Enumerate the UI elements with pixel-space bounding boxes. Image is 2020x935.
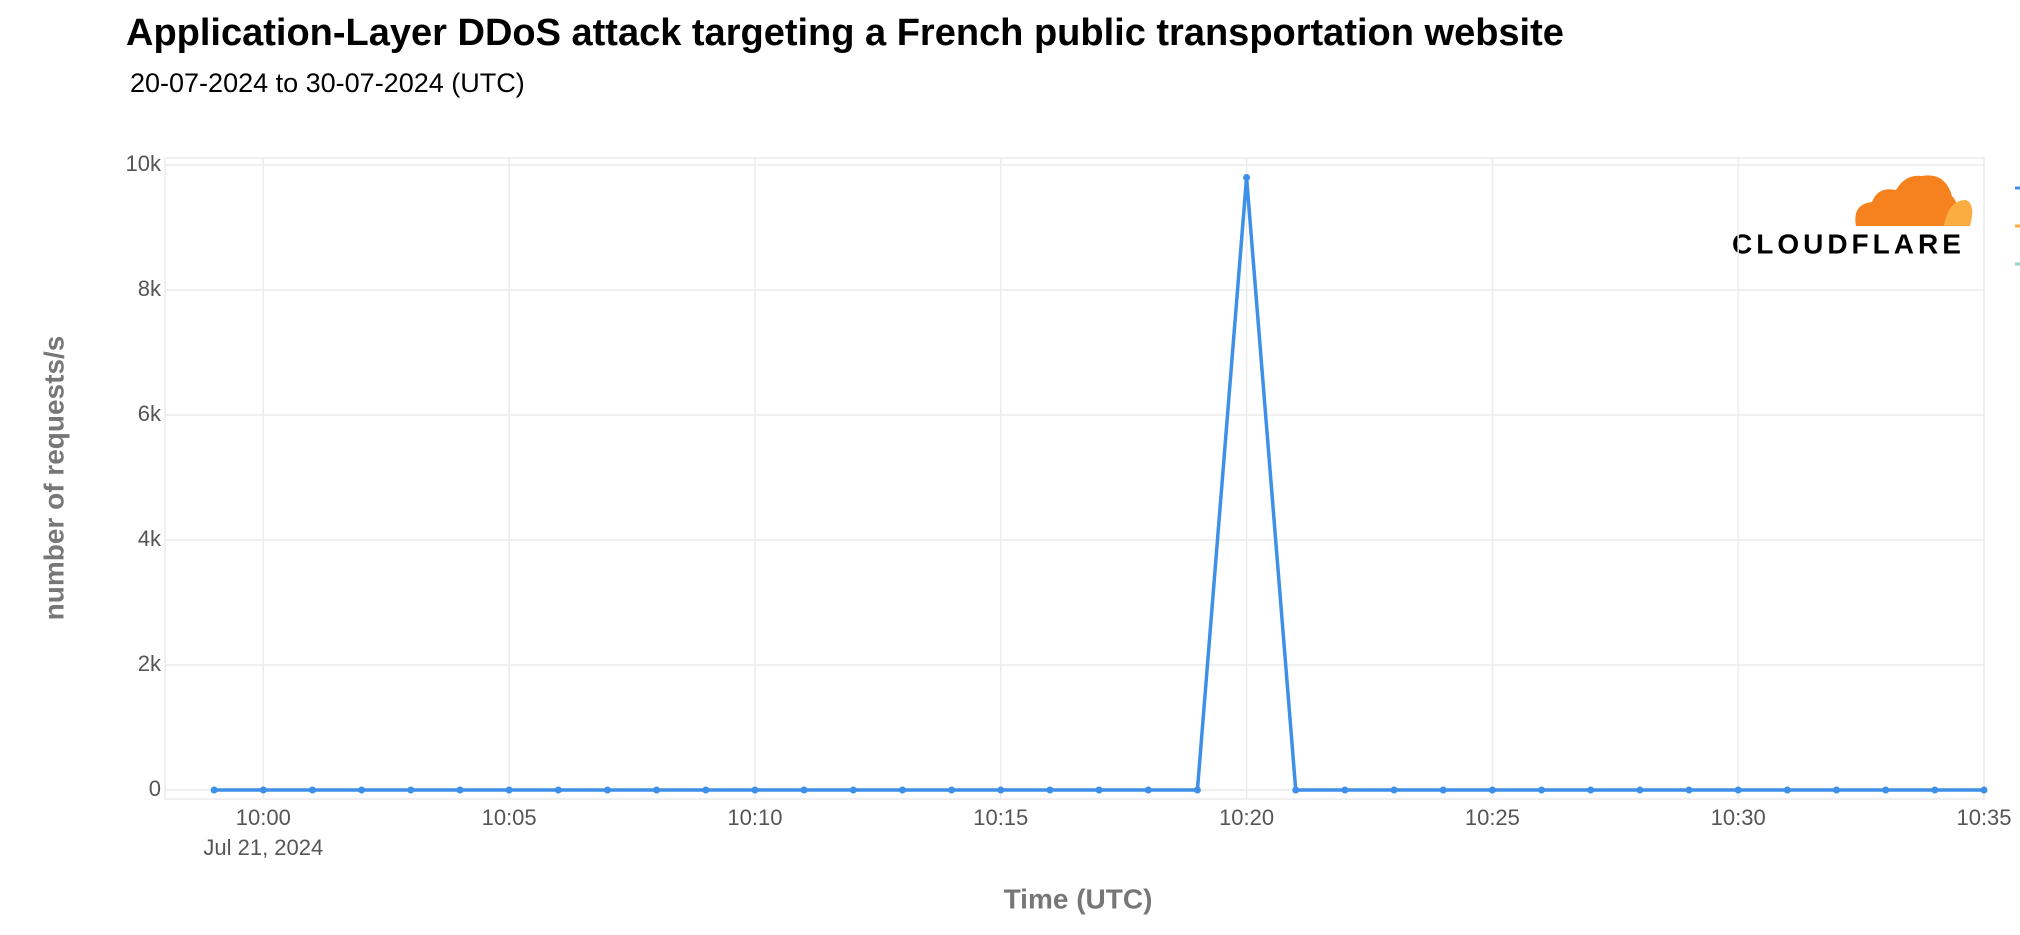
data-point xyxy=(1587,786,1595,794)
data-point xyxy=(653,786,661,794)
chart-title: Application-Layer DDoS attack targeting … xyxy=(126,12,1564,54)
data-point xyxy=(702,786,710,794)
data-point xyxy=(751,786,759,794)
x-tick-label: 10:00 xyxy=(236,805,291,830)
data-point xyxy=(1538,786,1546,794)
data-point xyxy=(603,786,611,794)
data-point xyxy=(259,786,267,794)
data-point xyxy=(456,786,464,794)
data-point xyxy=(210,786,218,794)
y-axis-title: number of requests/s xyxy=(38,336,69,621)
data-point xyxy=(505,786,513,794)
data-point xyxy=(1292,786,1300,794)
data-point xyxy=(308,786,316,794)
x-tick-label: 10:20 xyxy=(1219,805,1274,830)
data-point xyxy=(1685,786,1693,794)
data-point xyxy=(1341,786,1349,794)
logo-text: CLOUDFLARE xyxy=(1732,228,1965,259)
data-point xyxy=(800,786,808,794)
data-point xyxy=(948,786,956,794)
data-point xyxy=(1390,786,1398,794)
y-tick-label: 10k xyxy=(126,151,162,176)
data-point xyxy=(1488,786,1496,794)
y-tick-label: 8k xyxy=(138,276,162,301)
data-point xyxy=(358,786,366,794)
x-tick-label: 10:15 xyxy=(973,805,1028,830)
logo-cloud-small xyxy=(1944,200,1973,226)
x-tick-label: 10:25 xyxy=(1465,805,1520,830)
data-point xyxy=(1882,786,1890,794)
data-point xyxy=(407,786,415,794)
x-tick-label: 10:10 xyxy=(727,805,782,830)
data-point xyxy=(1636,786,1644,794)
y-tick-label: 4k xyxy=(138,526,162,551)
x-axis-title: Time (UTC) xyxy=(1004,883,1153,914)
cloudflare-logo: CLOUDFLARE xyxy=(1732,175,1973,259)
data-point xyxy=(1095,786,1103,794)
x-tick-label: 10:35 xyxy=(1956,805,2011,830)
data-point xyxy=(1931,786,1939,794)
data-point xyxy=(849,786,857,794)
data-point xyxy=(554,786,562,794)
series-line xyxy=(214,175,1984,792)
x-tick-label: 10:30 xyxy=(1711,805,1766,830)
data-point xyxy=(898,786,906,794)
y-tick-label: 6k xyxy=(138,401,162,426)
data-point xyxy=(1833,786,1841,794)
data-point xyxy=(1193,786,1201,794)
data-point xyxy=(997,786,1005,794)
y-tick-label: 0 xyxy=(149,776,161,801)
logo-cloud xyxy=(1855,175,1959,226)
x-date-label: Jul 21, 2024 xyxy=(203,835,323,860)
data-point xyxy=(1243,174,1251,181)
y-tick-label: 2k xyxy=(138,651,162,676)
plot-frame xyxy=(164,157,1985,800)
data-point xyxy=(1046,786,1054,794)
data-point xyxy=(1734,786,1742,794)
chart-subtitle: 20-07-2024 to 30-07-2024 (UTC) xyxy=(130,68,525,98)
data-point xyxy=(1144,786,1152,794)
data-point xyxy=(1439,786,1447,794)
x-tick-label: 10:05 xyxy=(482,805,537,830)
data-point xyxy=(1783,786,1791,794)
data-point xyxy=(1980,786,1988,794)
